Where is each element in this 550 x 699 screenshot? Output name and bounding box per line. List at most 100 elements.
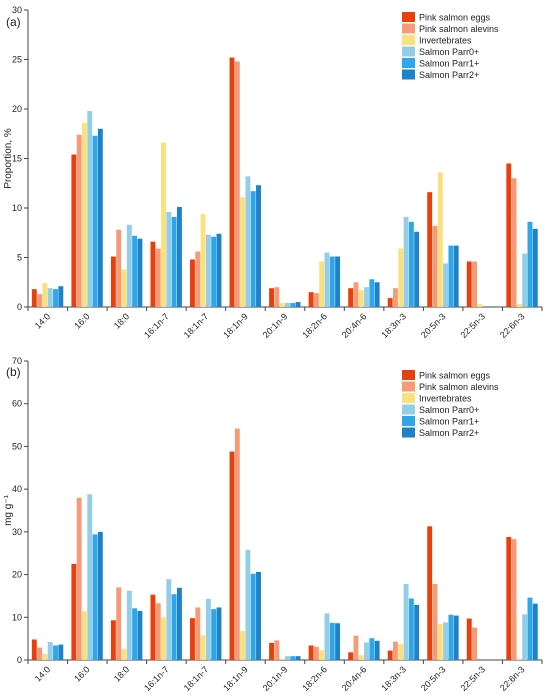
bar bbox=[364, 642, 369, 660]
bar bbox=[472, 261, 477, 307]
bar bbox=[290, 656, 296, 660]
bar bbox=[121, 648, 127, 660]
y-tick-label: 20 bbox=[12, 570, 22, 580]
chart-panel-0: (a) Proportion, % 0 5 10 15 20 25 30 14:0 16:0 18:0… bbox=[3, 5, 543, 340]
bar bbox=[414, 604, 420, 660]
x-tick-label: 20:1n-9 bbox=[261, 664, 290, 693]
y-tick-label: 30 bbox=[12, 527, 22, 537]
y-tick-label: 10 bbox=[12, 203, 22, 213]
bar bbox=[176, 587, 182, 660]
bar bbox=[324, 613, 330, 660]
bar bbox=[245, 549, 251, 660]
legend-label: Salmon Parr1+ bbox=[419, 59, 479, 69]
bar bbox=[47, 288, 53, 307]
bar bbox=[190, 259, 195, 307]
x-tick-label: 16:0 bbox=[72, 664, 91, 683]
x-tick-label: 18:1n-7 bbox=[182, 311, 211, 340]
bar bbox=[211, 236, 217, 307]
bar bbox=[42, 283, 48, 307]
bar bbox=[126, 224, 132, 307]
bar bbox=[448, 245, 454, 307]
bar bbox=[76, 497, 82, 660]
legend-swatch bbox=[402, 427, 415, 438]
bar bbox=[387, 298, 393, 307]
bar bbox=[216, 607, 222, 660]
bar bbox=[274, 640, 280, 660]
bar bbox=[58, 286, 64, 307]
bar bbox=[432, 583, 438, 660]
bar bbox=[150, 241, 156, 307]
y-tick-label: 20 bbox=[12, 104, 22, 114]
bar bbox=[443, 263, 449, 307]
bar bbox=[116, 229, 122, 307]
bar bbox=[190, 618, 195, 660]
legend-label: Salmon Parr2+ bbox=[419, 70, 479, 80]
y-tick-label: 25 bbox=[12, 55, 22, 65]
bar bbox=[279, 658, 285, 660]
bar bbox=[358, 290, 364, 307]
bar bbox=[137, 610, 143, 660]
bar bbox=[53, 289, 58, 307]
y-axis-title: Proportion, % bbox=[3, 128, 14, 189]
legend-swatch bbox=[402, 58, 415, 68]
bar bbox=[448, 614, 454, 660]
bar bbox=[466, 618, 472, 660]
x-tick-label: 20:4n-6 bbox=[340, 664, 369, 693]
bar bbox=[408, 598, 414, 660]
bar bbox=[453, 245, 459, 307]
legend-label: Invertebrates bbox=[419, 394, 472, 404]
bar bbox=[295, 656, 301, 660]
legend-label: Pink salmon alevins bbox=[419, 382, 499, 392]
bar bbox=[369, 638, 375, 660]
x-tick-label: 18:2n-6 bbox=[300, 311, 329, 340]
x-tick-label: 20:5n-3 bbox=[419, 311, 448, 340]
bar bbox=[348, 652, 354, 660]
legend-swatch bbox=[402, 404, 415, 415]
bar bbox=[82, 611, 87, 660]
bar bbox=[319, 650, 325, 660]
bar bbox=[398, 644, 404, 660]
bar bbox=[443, 622, 449, 660]
x-tick-label: 18:3n-3 bbox=[379, 311, 408, 340]
bar bbox=[403, 216, 409, 307]
bar bbox=[161, 617, 166, 660]
x-tick-label: 18:0 bbox=[112, 311, 131, 330]
bar bbox=[324, 252, 330, 307]
bar bbox=[522, 614, 528, 660]
bar bbox=[76, 134, 82, 307]
bar bbox=[269, 288, 274, 307]
x-tick-label: 22:5n-3 bbox=[458, 664, 487, 693]
x-tick-label: 18:0 bbox=[112, 664, 131, 683]
bar bbox=[110, 620, 116, 660]
bar bbox=[137, 238, 143, 307]
bar bbox=[472, 627, 477, 660]
bar bbox=[527, 221, 533, 307]
legend-label: Salmon Parr2+ bbox=[419, 428, 479, 438]
bar bbox=[335, 623, 341, 660]
bar bbox=[274, 287, 280, 307]
bar bbox=[393, 641, 398, 660]
bar bbox=[374, 640, 380, 660]
bar bbox=[532, 228, 538, 307]
bar bbox=[211, 609, 217, 660]
y-tick-label: 40 bbox=[12, 484, 22, 494]
bar bbox=[171, 594, 177, 660]
bar bbox=[511, 178, 517, 307]
bar bbox=[234, 428, 240, 660]
bar bbox=[205, 234, 211, 307]
bar bbox=[364, 287, 369, 307]
legend-label: Invertebrates bbox=[419, 36, 472, 46]
x-tick-label: 20:5n-3 bbox=[419, 664, 448, 693]
bar bbox=[369, 279, 375, 307]
legend-swatch bbox=[402, 416, 415, 426]
y-tick-label: 60 bbox=[12, 399, 22, 409]
bar bbox=[200, 213, 206, 307]
x-tick-label: 18:3n-3 bbox=[379, 664, 408, 693]
y-tick-label: 0 bbox=[17, 302, 22, 312]
legend-label: Salmon Parr0+ bbox=[419, 47, 479, 57]
bar bbox=[329, 256, 335, 307]
bar bbox=[31, 639, 37, 660]
bar bbox=[176, 207, 182, 307]
